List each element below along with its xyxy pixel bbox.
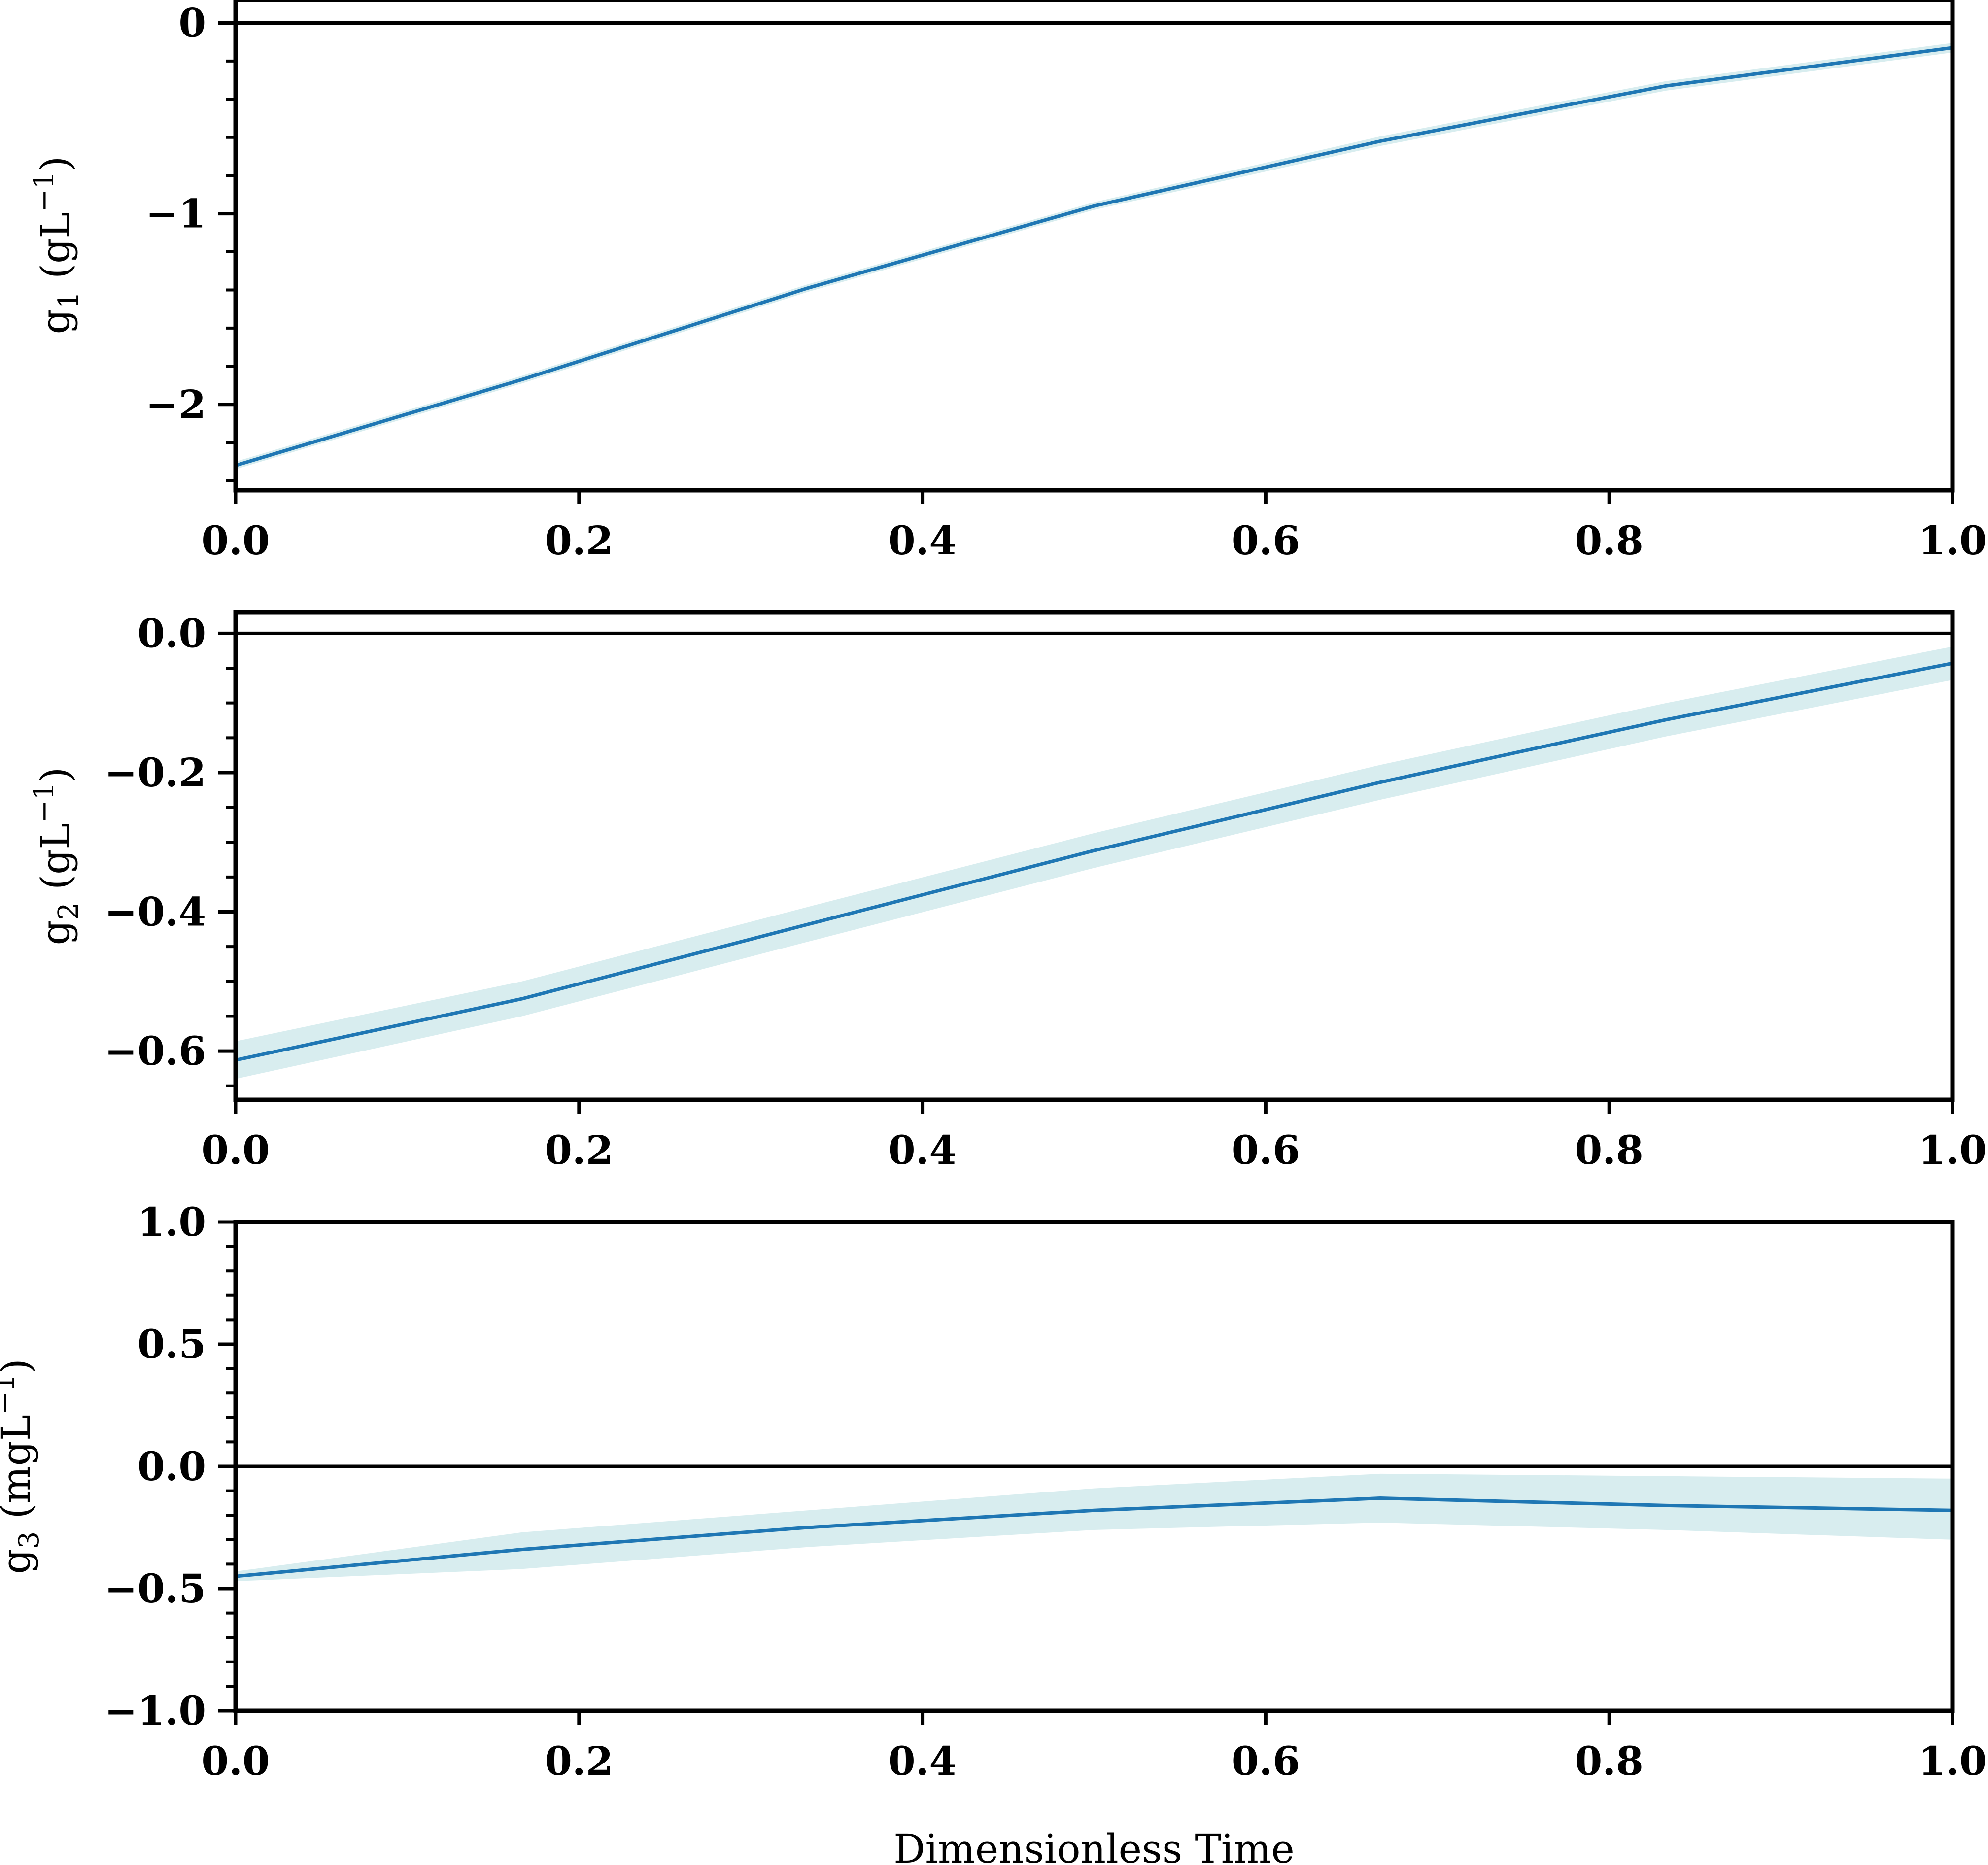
y-tick-label: 0.0 bbox=[137, 1443, 206, 1490]
x-tick-label: 0.6 bbox=[1232, 1738, 1300, 1784]
x-tick-label: 0.8 bbox=[1575, 1738, 1644, 1784]
y-tick-label: 0 bbox=[178, 0, 206, 46]
y-tick-label: 1.0 bbox=[137, 1199, 206, 1245]
y-axis-title: g3 (mgL−1) bbox=[0, 1358, 45, 1574]
plot-frame bbox=[233, 0, 1955, 493]
x-tick-label: 0.8 bbox=[1575, 1127, 1644, 1173]
x-tick-label: 0.2 bbox=[545, 517, 613, 564]
plot-frame bbox=[233, 610, 1955, 1102]
y-tick-label: −0.2 bbox=[104, 749, 206, 796]
x-tick-label: 1.0 bbox=[1918, 1127, 1987, 1173]
x-tick-label: 1.0 bbox=[1918, 1738, 1987, 1784]
y-tick-label: 0.0 bbox=[137, 610, 206, 656]
x-axis-title: Dimensionless Time bbox=[893, 1826, 1294, 1865]
x-tick-label: 1.0 bbox=[1918, 517, 1987, 564]
confidence-band bbox=[236, 43, 1953, 470]
x-tick-label: 0.2 bbox=[545, 1127, 613, 1173]
y-tick-label: −0.6 bbox=[104, 1028, 206, 1074]
x-tick-label: 0.8 bbox=[1575, 517, 1644, 564]
y-axis-title: g2 (gL−1) bbox=[28, 767, 85, 946]
y-tick-label: −1.0 bbox=[104, 1688, 206, 1734]
x-tick-label: 0.0 bbox=[201, 517, 270, 564]
y-tick-label: 0.5 bbox=[137, 1321, 206, 1367]
y-tick-label: −1 bbox=[145, 191, 206, 237]
y-tick-label: −0.5 bbox=[104, 1565, 206, 1612]
confidence-band bbox=[236, 1473, 1953, 1582]
x-tick-label: 0.4 bbox=[888, 517, 957, 564]
y-tick-label: −0.4 bbox=[104, 889, 206, 935]
y-tick-label: −2 bbox=[145, 381, 206, 428]
chart-panel-3: 0.0 0.2 0.4 0.6 0.8 1.0 −1.0 −0.5 0.0 0.5 1.0 g3 (m… bbox=[0, 1199, 1987, 1784]
chart-panel-2: 0.0 0.2 0.4 0.6 0.8 1.0 −0.6 −0.4 −0.2 0.0 g2 (gL−… bbox=[28, 610, 1987, 1173]
x-tick-label: 0.6 bbox=[1232, 517, 1300, 564]
x-tick-label: 0.4 bbox=[888, 1127, 957, 1173]
series-line bbox=[235, 46, 1953, 468]
x-tick-label: 0.0 bbox=[201, 1738, 270, 1784]
x-tick-label: 0.0 bbox=[201, 1127, 270, 1173]
chart-panel-1: 0.0 0.2 0.4 0.6 0.8 1.0 −2 −1 0 g1 (gL−1) bbox=[28, 0, 1987, 564]
x-tick-label: 0.4 bbox=[888, 1738, 957, 1784]
confidence-band bbox=[236, 646, 1953, 1079]
x-tick-label: 0.6 bbox=[1232, 1127, 1300, 1173]
x-tick-label: 0.2 bbox=[545, 1738, 613, 1784]
y-axis-title: g1 (gL−1) bbox=[28, 156, 85, 335]
